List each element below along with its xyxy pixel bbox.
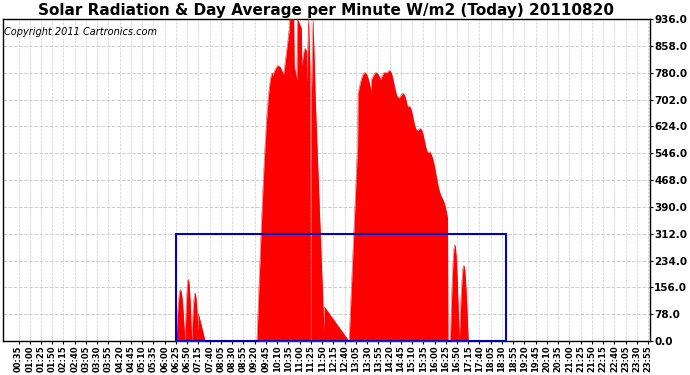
Text: Copyright 2011 Cartronics.com: Copyright 2011 Cartronics.com <box>4 27 157 37</box>
Bar <box>176 234 506 341</box>
Title: Solar Radiation & Day Average per Minute W/m2 (Today) 20110820: Solar Radiation & Day Average per Minute… <box>39 3 614 18</box>
